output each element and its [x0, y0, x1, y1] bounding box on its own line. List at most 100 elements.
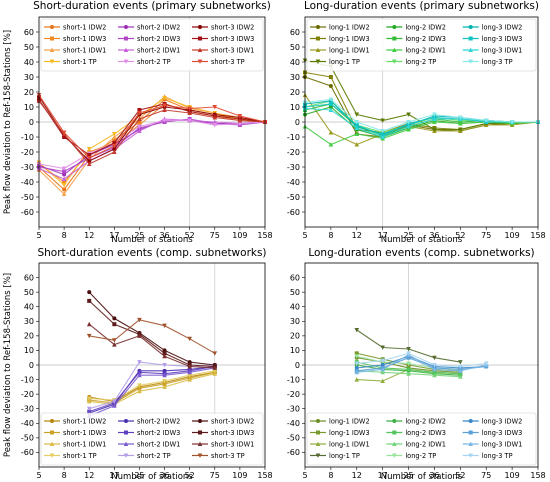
data-point	[162, 353, 167, 359]
data-point	[162, 323, 167, 329]
legend: short-1 IDW2 short-1 IDW3 short-1 IDW1 shor…	[40, 412, 264, 466]
series-line-10	[356, 357, 487, 372]
data-point	[406, 112, 411, 117]
legend-label: long-3 TP	[482, 452, 513, 460]
data-point	[212, 119, 218, 124]
data-point	[112, 403, 117, 408]
legend-label: long-1 IDW2	[329, 417, 370, 425]
data-point	[432, 372, 437, 378]
data-point	[406, 367, 411, 372]
legend-label: long-2 IDW1	[405, 46, 446, 54]
data-point	[112, 338, 117, 343]
x-tick-label: 158	[257, 471, 272, 480]
data-point	[432, 355, 437, 361]
legend-item: short-3 IDW3	[192, 429, 254, 437]
legend-item: long-3 IDW1	[462, 440, 523, 448]
x-tick-label: 25	[134, 471, 144, 480]
legend-label: short-2 IDW3	[137, 429, 180, 437]
legend-marker	[392, 453, 397, 458]
y-tick-label: 10	[290, 103, 300, 112]
data-point	[328, 75, 333, 79]
legend-item: short-3 TP	[192, 58, 245, 66]
y-tick-label: -10	[21, 133, 34, 142]
data-point	[137, 317, 142, 323]
y-tick-label: 40	[290, 303, 300, 312]
y-tick-label: -60	[287, 448, 300, 457]
data-point	[483, 118, 489, 123]
series-line-12	[38, 94, 266, 159]
data-point	[432, 116, 437, 121]
x-tick-label: 12	[352, 231, 362, 240]
legend-label: long-3 IDW1	[482, 440, 523, 448]
x-tick-label: 25	[134, 231, 144, 240]
data-point	[380, 118, 385, 123]
x-axis-label: Number of stations	[381, 472, 463, 482]
data-point	[354, 131, 360, 136]
legend-item: short-2 IDW1	[118, 440, 180, 448]
data-point	[380, 369, 385, 375]
legend-box	[40, 412, 264, 466]
data-point	[432, 127, 437, 132]
panel-title: Short-duration events (comp. subnetworks…	[37, 247, 266, 259]
data-point	[406, 355, 411, 360]
data-point	[137, 124, 142, 129]
legend-item: short-1 IDW2	[44, 23, 106, 31]
y-tick-label: -30	[21, 163, 34, 172]
data-point	[87, 153, 92, 157]
data-point	[354, 369, 360, 375]
data-point	[354, 123, 359, 127]
legend: long-1 IDW2 long-1 IDW3 long-1 IDW1 long-1 …	[306, 18, 537, 72]
y-tick-label: 20	[290, 332, 300, 341]
legend-marker	[392, 25, 397, 29]
data-point	[112, 322, 117, 327]
data-point	[187, 106, 192, 111]
series-group	[86, 290, 218, 418]
legend-item: short-3 IDW3	[192, 35, 254, 43]
legend-label: short-3 IDW3	[211, 35, 254, 43]
legend-marker	[468, 430, 473, 435]
data-point	[162, 118, 167, 123]
legend-item: long-1 IDW1	[310, 46, 370, 54]
x-tick-label: 52	[455, 471, 465, 480]
data-point	[406, 127, 411, 132]
data-point	[62, 180, 67, 184]
legend-marker	[123, 47, 129, 52]
legend-label: long-1 IDW3	[329, 429, 370, 437]
legend-marker	[315, 59, 321, 64]
y-tick-label: 20	[24, 88, 34, 97]
y-ticks: -60 -50 -40 -30 -20 -10 0 10 20 30 40 50 60	[287, 273, 305, 457]
series-line-2	[89, 371, 215, 404]
data-point	[112, 316, 117, 321]
legend-item: long-2 IDW3	[386, 429, 446, 437]
series-line-9	[88, 291, 215, 366]
x-tick-label: 12	[84, 471, 94, 480]
legend-item: long-3 IDW3	[462, 35, 522, 43]
legend-box	[306, 412, 537, 466]
data-point	[483, 361, 489, 366]
legend-marker	[50, 25, 54, 29]
data-point	[406, 346, 411, 352]
data-point	[458, 368, 463, 373]
legend-marker	[468, 47, 473, 52]
x-tick-label: 5	[302, 231, 307, 240]
x-tick-label: 36	[429, 231, 439, 240]
legend-marker	[49, 441, 55, 446]
legend-label: short-1 IDW3	[63, 35, 106, 43]
legend-marker	[392, 47, 397, 52]
x-tick-label: 25	[403, 231, 413, 240]
x-tick-label: 17	[109, 471, 119, 480]
data-point	[354, 112, 360, 117]
data-point	[62, 187, 67, 192]
y-tick-label: 40	[290, 58, 300, 67]
x-tick-label: 75	[481, 231, 491, 240]
legend-label: long-1 IDW1	[329, 440, 370, 448]
x-axis-label: Number of stations	[111, 472, 193, 482]
data-point	[458, 115, 463, 120]
legend-marker	[468, 25, 473, 29]
y-tick-label: 40	[24, 303, 34, 312]
legend-marker	[315, 441, 321, 446]
legend-item: long-1 IDW3	[310, 35, 370, 43]
legend-item: long-1 IDW3	[310, 429, 370, 437]
data-point	[86, 161, 92, 166]
y-tick-label: 0	[295, 361, 300, 370]
